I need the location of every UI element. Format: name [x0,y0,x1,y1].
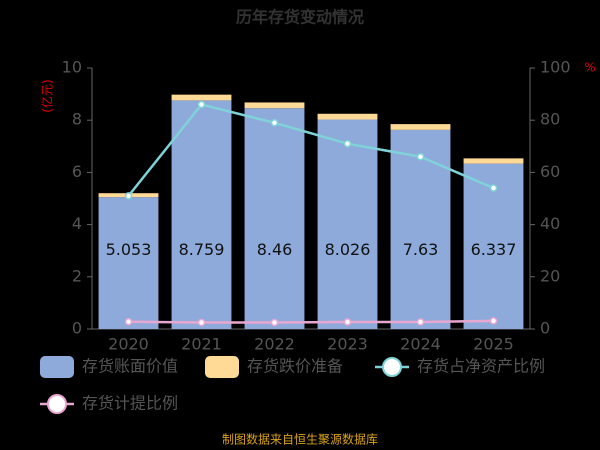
line-marker [197,318,206,327]
bar [244,108,305,329]
line-marker [416,152,425,161]
x-tick-label: 2020 [108,335,149,354]
bar [463,158,524,164]
bar [317,113,378,120]
bar [390,124,451,130]
bar [98,197,159,329]
line [128,319,494,324]
bar [244,102,305,109]
y2-tick-label: 0 [540,319,550,338]
y2-axis-label: % [584,61,595,75]
legend-swatch [205,356,239,378]
x-tick-label: 2021 [181,335,222,354]
chart-title: 历年存货变动情况 [236,8,364,27]
y-tick-label: 0 [72,319,82,338]
value-label: 5.053 [106,240,152,259]
line [127,103,494,197]
value-label: 7.63 [403,240,439,259]
y-tick-label: 4 [72,214,82,233]
legend-label: 存货占净资产比例 [417,357,545,376]
x-tick-label: 2025 [473,335,514,354]
line-marker [489,184,498,192]
bar [171,94,232,101]
x-tick-label: 2024 [400,335,441,354]
line-marker [343,318,352,326]
bar [390,129,451,329]
legend-swatch [40,356,74,378]
line-marker [270,119,279,127]
legend-swatch [382,357,402,377]
legend-label: 存货跌价准备 [247,357,343,376]
line-marker [270,318,279,327]
line-marker [197,100,206,109]
source-note: 制图数据来自恒生聚源数据库 [222,432,378,447]
y2-tick-label: 60 [540,162,560,181]
y-tick-label: 10 [62,58,82,77]
legend-label: 存货计提比例 [82,394,178,413]
legend-swatch [47,394,67,414]
line-marker [343,139,352,148]
y2-tick-label: 40 [540,214,560,233]
value-label: 8.759 [179,240,225,259]
value-label: 8.026 [325,240,371,259]
x-tick-label: 2022 [254,335,295,354]
y-axis-label: (亿元) [40,79,55,112]
y-tick-label: 2 [72,266,82,285]
y-tick-label: 8 [72,110,82,129]
line-marker [416,318,425,326]
bar [317,119,378,330]
y2-tick-label: 100 [540,58,571,77]
line-marker [124,192,133,200]
y2-tick-label: 80 [540,110,560,129]
value-label: 6.337 [471,240,517,259]
value-label: 8.46 [257,240,293,259]
y-tick-label: 6 [72,162,82,181]
line-marker [124,317,133,326]
line-marker [489,317,498,325]
bar [171,100,232,329]
legend-label: 存货账面价值 [82,357,178,376]
y2-tick-label: 20 [540,266,560,285]
x-tick-label: 2023 [327,335,368,354]
